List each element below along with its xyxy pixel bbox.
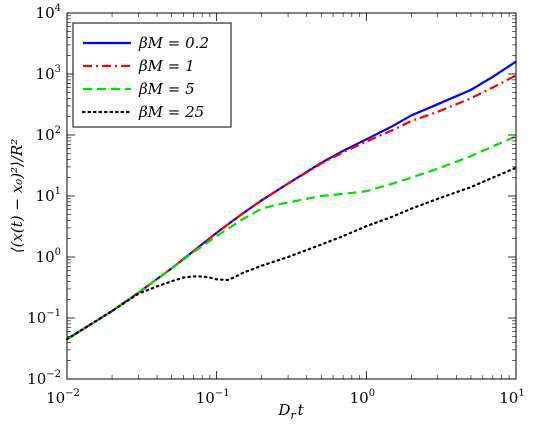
y-tick-label-5-exp: 3 xyxy=(55,64,61,75)
legend-box xyxy=(72,22,232,128)
y-tick-label-6-exp: 4 xyxy=(55,3,61,14)
x-tick-label-2-exp: 0 xyxy=(369,388,375,399)
y-tick-label-0-base: 10 xyxy=(27,370,46,388)
y-tick-label-0: 10−2 xyxy=(27,369,61,388)
x-tick-label-1-base: 10 xyxy=(196,389,215,407)
x-axis-label-sub: r xyxy=(290,409,296,422)
x-tick-label-3-base: 10 xyxy=(499,389,518,407)
x-tick-label-3-exp: 1 xyxy=(518,388,524,399)
x-tick-label-3: 101 xyxy=(499,388,524,407)
legend-label-4: βM = 25 xyxy=(138,103,204,121)
x-tick-label-1: 10−1 xyxy=(196,388,230,407)
y-tick-label-2: 100 xyxy=(36,247,61,266)
x-tick-label-0-base: 10 xyxy=(46,389,65,407)
legend-label-1: βM = 0.2 xyxy=(138,34,209,52)
y-tick-label-1-base: 10 xyxy=(27,309,46,327)
y-tick-label-1: 10−1 xyxy=(27,308,61,327)
y-tick-label-3: 101 xyxy=(36,186,61,205)
x-tick-label-1-exp: −1 xyxy=(215,388,230,399)
y-tick-label-5-base: 10 xyxy=(36,65,55,83)
y-axis-label: ⟨(x(t) − x₀)²⟩/R² xyxy=(8,139,26,254)
y-tick-label-4-exp: 2 xyxy=(55,125,61,136)
y-tick-label-6: 104 xyxy=(36,3,61,22)
series-line-3 xyxy=(66,135,517,341)
legend-label-3: βM = 5 xyxy=(138,80,195,98)
y-tick-label-2-base: 10 xyxy=(36,248,55,266)
legend: βM = 0.2 βM = 1 βM = 5 βM = 25 xyxy=(72,22,232,128)
x-tick-label-0: 10−2 xyxy=(46,388,80,407)
y-tick-label-0-exp: −2 xyxy=(46,369,61,380)
y-tick-label-4: 102 xyxy=(36,125,61,144)
x-tick-label-2: 100 xyxy=(350,388,375,407)
y-tick-label-6-base: 10 xyxy=(36,4,55,22)
x-tick-label-0-exp: −2 xyxy=(65,388,80,399)
x-axis-label-t: t xyxy=(298,401,305,419)
plot-frame xyxy=(66,12,517,380)
legend-label-2: βM = 1 xyxy=(138,57,195,75)
series-layer xyxy=(65,60,518,341)
x-axis-label: Dr t xyxy=(277,401,304,422)
y-tick-label-4-base: 10 xyxy=(36,126,55,144)
y-tick-label-5: 103 xyxy=(36,64,61,83)
y-tick-label-3-base: 10 xyxy=(36,187,55,205)
y-tick-label-1-exp: −1 xyxy=(46,308,61,319)
y-tick-label-2-exp: 0 xyxy=(55,247,61,258)
series-line-4 xyxy=(65,166,518,341)
y-tick-label-3-exp: 1 xyxy=(55,186,61,197)
x-tick-label-2-base: 10 xyxy=(350,389,369,407)
